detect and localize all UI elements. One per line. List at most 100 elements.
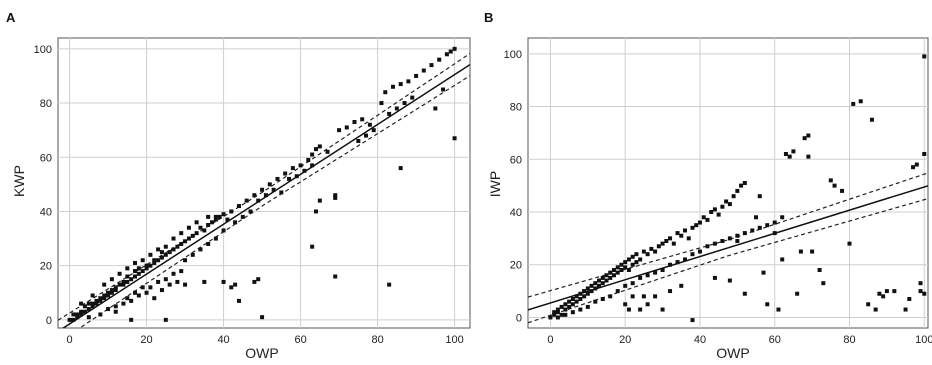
panel-b-data-point (664, 239, 669, 243)
panel-b-data-point (623, 302, 628, 307)
panel-b-data-point (593, 281, 598, 286)
panel-b-data-point (559, 312, 564, 317)
panel-a-data-point (109, 277, 114, 282)
panel-a-data-point (156, 247, 161, 252)
panel-b-data-point (832, 183, 837, 188)
panel-a-data-point (102, 282, 107, 287)
panel-b-data-point (922, 291, 927, 296)
panel-b-data-point (884, 289, 889, 294)
panel-b-data-point (563, 302, 568, 307)
panel-b-data-point (578, 291, 583, 296)
panel-a-data-point (90, 304, 95, 309)
panel-b-data-point (645, 252, 650, 257)
panel-b-data-point (750, 228, 755, 233)
panel-a-ci-lower-line (78, 75, 470, 328)
panel-a-data-point (233, 282, 238, 287)
panel-b-data-point (705, 244, 710, 249)
panel-b-data-point (724, 199, 729, 204)
panel-b-data-point (802, 136, 807, 141)
panel-b-data-point (615, 289, 620, 294)
panel-a-data-point (379, 101, 384, 106)
panel-b-data-point (555, 307, 560, 312)
panel-a-data-point (79, 309, 84, 314)
panel-b-data-point (641, 249, 646, 254)
panel-b-data-point (582, 294, 587, 299)
panel-a-data-point (317, 198, 322, 203)
panel-b-data-point (570, 310, 575, 315)
panel-b-data-point (727, 202, 732, 207)
panel-a-data-point (352, 120, 357, 125)
panel-a-data-point (202, 228, 207, 233)
panel-b-data-point (754, 215, 759, 220)
panel-a-data-point (82, 309, 87, 314)
panel-a: A OWP KWP 0 20 40 60 80 100 0 20 40 60 80 100 (6, 10, 471, 361)
panel-b-y-axis-title: IWP (487, 171, 503, 197)
panel-b-data-point (866, 302, 871, 307)
panel-a-data-point (371, 128, 376, 133)
panel-b-data-point (851, 101, 856, 106)
panel-b-data-point (634, 260, 639, 265)
panel-a-data-point (229, 209, 234, 214)
panel-a-data-point (256, 277, 261, 282)
panel-a-data-point (109, 288, 114, 293)
panel-b-data-point (735, 233, 740, 238)
panel-a-data-point (125, 296, 130, 301)
panel-b-data-point (735, 188, 740, 193)
panel-a-data-point (437, 57, 442, 62)
panel-a-data-point (94, 301, 99, 306)
panel-b-data-point (608, 294, 613, 299)
panel-a-data-point (313, 209, 318, 214)
panel-a-data-point (159, 250, 164, 255)
panel-b-data-point (604, 278, 609, 283)
panel-a-data-point (421, 68, 426, 73)
panel-b-data-point (791, 149, 796, 154)
panel-a-data-point (337, 128, 342, 133)
panel-a-y-tick-label: 20 (40, 261, 52, 273)
panel-a-data-point (163, 252, 168, 257)
panel-b-data-point (735, 239, 740, 243)
panel-a-data-point (190, 233, 195, 238)
panel-a-data-point (106, 290, 111, 295)
panel-b-label: B (484, 10, 493, 25)
panel-b-data-point (589, 289, 594, 294)
panel-a-data-point (167, 250, 172, 255)
panel-a-regression-line (61, 63, 470, 328)
panel-a-data-point (109, 290, 114, 295)
panel-b-data-point (720, 239, 725, 243)
panel-a-data-point (129, 298, 134, 303)
panel-a-data-point (148, 252, 153, 257)
panel-a-data-point (275, 176, 280, 181)
panel-a-x-axis-title: OWP (245, 345, 278, 361)
panel-b-data-point (608, 270, 613, 275)
panel-a-data-point (252, 193, 257, 198)
panel-a-data-point (452, 46, 457, 51)
panel-a-data-point (106, 293, 111, 298)
panel-b-data-point (578, 307, 583, 312)
panel-b-data-point (720, 204, 725, 209)
panel-b-data-point (761, 270, 766, 275)
panel-b-data-point (552, 312, 557, 317)
panel-b-data-point (623, 283, 628, 288)
panel-b-data-point (604, 273, 609, 278)
panel-a-points (67, 46, 457, 322)
panel-a-data-point (175, 279, 180, 284)
panel-a-data-point (198, 225, 203, 230)
panel-b-data-point (828, 178, 833, 183)
panel-a-data-point (117, 282, 122, 287)
panel-a-data-point (98, 296, 103, 301)
panel-b-data-point (600, 275, 605, 280)
panel-a-data-point (113, 288, 118, 293)
panel-a-data-point (240, 214, 245, 219)
panel-a-data-point (140, 258, 145, 263)
panel-a-data-point (287, 176, 292, 181)
panel-b-data-point (772, 231, 777, 236)
panel-a-data-point (406, 79, 411, 84)
panel-a-data-point (452, 136, 457, 141)
panel-a-data-point (394, 106, 399, 111)
panel-b-data-point (772, 220, 777, 225)
panel-a-data-point (133, 274, 138, 279)
panel-a-data-point (152, 260, 157, 265)
panel-b-data-point (709, 210, 714, 214)
panel-a-data-point (206, 223, 211, 228)
panel-a-data-point (140, 285, 145, 290)
